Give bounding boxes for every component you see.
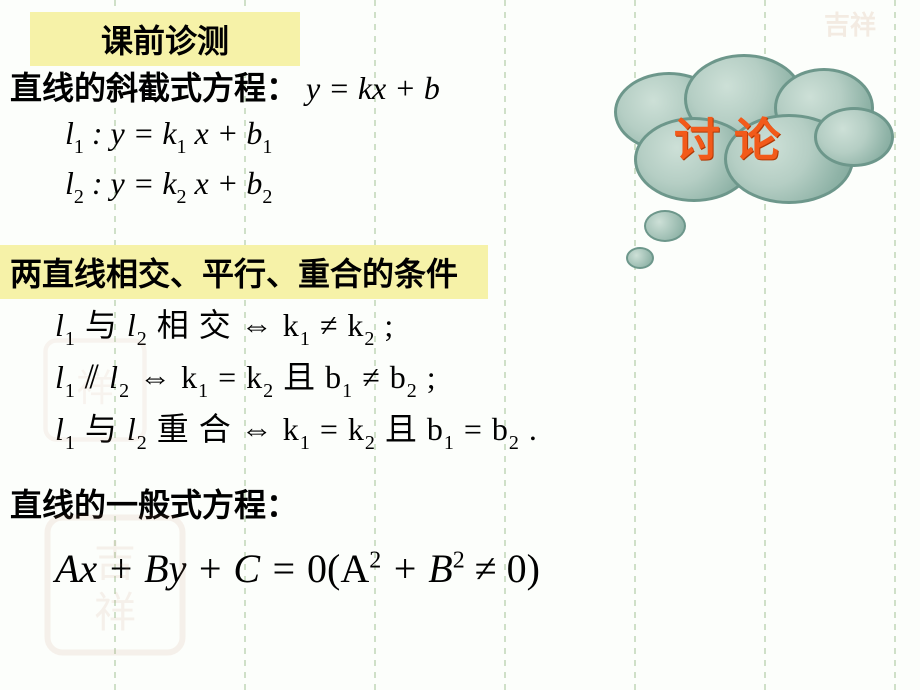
slope-form-eq: y = kx + b xyxy=(306,70,440,106)
slope-form-line: 直线的斜截式方程： y = kx + b xyxy=(10,63,440,109)
c2-s5: 1 xyxy=(342,380,353,402)
c3-s4: 2 xyxy=(365,432,376,454)
watermark-mid: 祥 xyxy=(40,335,150,445)
c2-end: ; xyxy=(427,359,437,395)
c3-t4: 且 b xyxy=(385,411,444,447)
l1-mid: x + b xyxy=(195,115,263,151)
c1-s3: 1 xyxy=(300,328,311,350)
c2-s4: 2 xyxy=(263,380,274,402)
c2-s6: 2 xyxy=(407,380,418,402)
g-p5: ) xyxy=(527,546,540,591)
svg-text:祥: 祥 xyxy=(76,369,113,410)
svg-text:吉: 吉 xyxy=(94,540,136,586)
l1-body: : y = k xyxy=(92,115,177,151)
bubble-tail-1 xyxy=(644,210,686,242)
l1-sub: 1 xyxy=(74,136,84,158)
watermark-bottom: 吉祥 xyxy=(40,510,190,660)
c1-t2: 相 交 ⇔ k xyxy=(157,307,300,343)
c3-t2: 重 合 ⇔ k xyxy=(157,411,300,447)
c3-t5: = b xyxy=(464,411,509,447)
equation-l2: l2 : y = k2 x + b2 xyxy=(65,165,272,207)
c3-end: . xyxy=(529,411,538,447)
l2-mid: x + b xyxy=(195,165,263,201)
g-s2: 2 xyxy=(453,548,465,574)
l2-l: l xyxy=(65,165,74,201)
c1-s4: 2 xyxy=(364,328,375,350)
l2-sub2: 2 xyxy=(177,186,187,208)
equation-l1: l1 : y = k1 x + b1 xyxy=(65,115,272,157)
g-p3: + B xyxy=(381,546,452,591)
l1-l: l xyxy=(65,115,74,151)
g-p2: (A xyxy=(327,546,369,591)
g-z2: 0 xyxy=(507,546,527,591)
g-z: 0 xyxy=(307,546,327,591)
thought-bubble: 讨论 xyxy=(614,62,904,282)
l1-sub2: 1 xyxy=(177,136,187,158)
heading-conditions: 两直线相交、平行、重合的条件 xyxy=(0,245,488,299)
g-p4: ≠ xyxy=(465,546,507,591)
l1-sub3: 1 xyxy=(262,136,272,158)
c2-t5: ≠ b xyxy=(362,359,407,395)
c3-s5: 1 xyxy=(444,432,455,454)
svg-text:祥: 祥 xyxy=(94,591,136,637)
c1-t3: ≠ k xyxy=(320,307,365,343)
l2-body: : y = k xyxy=(92,165,177,201)
heading-preclass: 课前诊测 xyxy=(30,12,300,66)
slope-form-label: 直线的斜截式方程： xyxy=(10,70,298,106)
c2-t3: = k xyxy=(218,359,263,395)
l2-sub: 2 xyxy=(74,186,84,208)
c3-s3: 1 xyxy=(300,432,311,454)
bubble-text: 讨论 xyxy=(674,104,794,170)
c1-end: ; xyxy=(384,307,394,343)
c2-s3: 1 xyxy=(198,380,209,402)
c3-t3: = k xyxy=(320,411,365,447)
l2-sub3: 2 xyxy=(262,186,272,208)
g-s1: 2 xyxy=(369,548,381,574)
c2-t4: 且 b xyxy=(283,359,342,395)
c3-s6: 2 xyxy=(509,432,520,454)
bubble-tail-2 xyxy=(626,247,654,269)
cloud-shape: 讨论 xyxy=(614,62,874,202)
